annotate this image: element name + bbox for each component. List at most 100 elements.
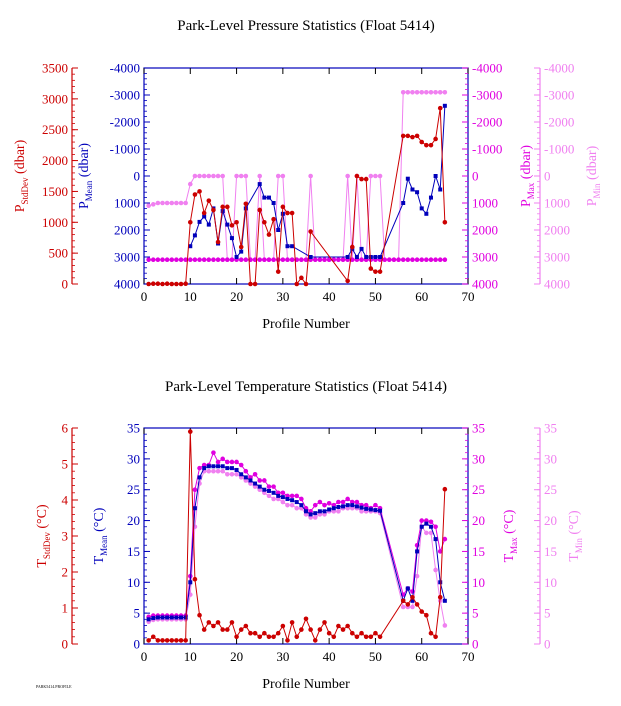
max-data-point: [414, 257, 420, 263]
mean-axis-tick-label: 0: [134, 637, 141, 652]
max-data-point: [146, 257, 151, 263]
max-data-point: [266, 257, 272, 263]
mean-data-point: [146, 617, 151, 622]
max-data-point: [187, 257, 193, 263]
sd-data-point: [192, 576, 198, 582]
max-data-point: [234, 459, 239, 465]
mean-data-point: [433, 174, 438, 178]
min-data-point: [229, 471, 235, 477]
min-data-point: [414, 573, 420, 579]
mean-data-point: [304, 509, 308, 514]
max-data-point: [433, 257, 438, 263]
mean-data-point: [202, 466, 207, 471]
max-data-point: [280, 257, 286, 263]
temperature-chart-title: Park-Level Temperature Statistics (Float…: [165, 379, 447, 395]
mean-axis-tick-label: 15: [127, 544, 140, 559]
max-data-point: [354, 499, 360, 505]
min-data-point: [178, 200, 184, 206]
min-data-point: [266, 493, 272, 499]
sd-data-point: [414, 602, 420, 607]
mean-data-point: [378, 255, 383, 259]
mean-data-point: [229, 466, 234, 471]
min-axis-tick-label: 25: [544, 482, 557, 497]
x-tick-label: 20: [230, 289, 243, 304]
mean-data-point: [294, 500, 299, 505]
min-data-point: [206, 173, 212, 179]
sd-data-point: [308, 229, 313, 234]
min-data-point: [183, 200, 188, 206]
mean-data-point: [285, 244, 290, 249]
temperature-chart: Park-Level Temperature Statistics (Float…: [35, 379, 584, 692]
min-axis-tick-label: 5: [544, 606, 551, 621]
sd-data-point: [437, 594, 443, 600]
sd-data-point: [266, 634, 272, 640]
sd-axis-tick-label: 3000: [42, 91, 68, 106]
mean-data-point: [169, 615, 174, 620]
mean-axis-tick-label: 2000: [114, 223, 140, 238]
max-data-point: [303, 257, 309, 263]
sd-data-point: [414, 133, 420, 139]
max-data-point: [442, 536, 448, 542]
sd-axis-tick-label: 1000: [42, 215, 68, 230]
max-data-point: [164, 257, 170, 263]
sd-data-point: [206, 198, 212, 203]
sd-data-point: [215, 239, 221, 245]
max-data-point: [238, 257, 244, 263]
min-data-point: [410, 604, 415, 610]
plot-frame: [143, 427, 469, 645]
mean-axis-tick-label: -3000: [110, 88, 140, 103]
mean-data-point: [216, 464, 221, 469]
mean-data-point: [234, 467, 239, 472]
pressure-chart-title: Park-Level Pressure Statistics (Float 54…: [177, 18, 434, 34]
mean-data-point: [373, 255, 378, 259]
max-axis-tick-label: 15: [472, 544, 485, 559]
sd-data-point: [359, 176, 364, 182]
mean-data-point: [206, 222, 211, 227]
min-axis-tick-label: -2000: [544, 115, 574, 130]
sd-data-point: [275, 269, 281, 274]
sd-data-point: [215, 620, 221, 625]
mean-data-point: [299, 503, 304, 508]
min-data-point: [405, 90, 411, 95]
sd-series-line: [148, 431, 446, 643]
min-data-point: [345, 173, 350, 179]
max-data-point: [225, 459, 230, 465]
sd-data-point: [442, 486, 448, 492]
sd-data-point: [187, 429, 193, 434]
sd-data-point: [197, 189, 202, 194]
mean-axis-tick-label: 3000: [114, 250, 140, 265]
max-data-point: [400, 257, 406, 263]
mean-data-point: [364, 506, 369, 511]
sd-axis-tick-label: 4: [62, 493, 69, 508]
sd-data-point: [419, 139, 425, 145]
max-data-point: [326, 500, 332, 506]
sd-data-point: [317, 627, 323, 632]
max-data-point: [262, 257, 267, 263]
min-data-point: [169, 200, 175, 206]
max-data-point: [437, 257, 443, 263]
max-data-point: [206, 257, 212, 263]
min-data-point: [368, 173, 374, 179]
max-axis-tick-label: 5: [472, 606, 479, 621]
mean-axis-tick-label: 5: [134, 606, 141, 621]
sd-data-point: [377, 269, 383, 274]
mean-data-point: [285, 496, 290, 501]
sd-axis-tick-label: 3500: [42, 61, 68, 76]
mean-data-point: [341, 504, 346, 509]
x-tick-label: 50: [369, 289, 382, 304]
max-data-point: [192, 487, 198, 493]
max-data-point: [160, 257, 165, 263]
max-data-point: [271, 257, 276, 263]
sd-data-point: [373, 269, 378, 274]
sd-data-point: [363, 634, 369, 640]
mean-data-point: [433, 537, 438, 542]
sd-data-point: [262, 630, 267, 636]
mean-data-point: [290, 498, 295, 503]
sd-data-point: [150, 281, 156, 286]
min-data-point: [201, 173, 207, 179]
max-axis-tick-label: -4000: [472, 61, 502, 76]
pressure-plot-area: 0 10 20 30 40 50 60 70 0 500 1000 1500 2000 2500 3000 3…: [13, 61, 602, 305]
min-axis-tick-label: -3000: [544, 88, 574, 103]
mean-data-point: [239, 472, 244, 477]
mean-data-point: [336, 504, 341, 509]
